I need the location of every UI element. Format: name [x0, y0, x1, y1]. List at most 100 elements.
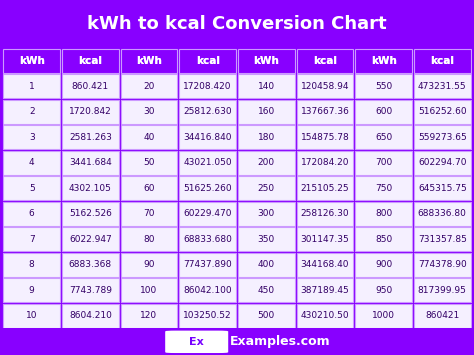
Bar: [238, 202, 295, 225]
Text: 850: 850: [375, 235, 392, 244]
Bar: [3, 151, 60, 175]
Bar: [62, 253, 119, 277]
Bar: [179, 74, 236, 98]
Bar: [355, 49, 412, 72]
Text: 60229.470: 60229.470: [183, 209, 232, 218]
Text: 500: 500: [258, 311, 275, 320]
Text: kcal: kcal: [196, 56, 219, 66]
Text: 25812.630: 25812.630: [183, 107, 232, 116]
Text: 1: 1: [29, 82, 35, 91]
Text: kcal: kcal: [78, 56, 102, 66]
Text: 51625.260: 51625.260: [183, 184, 232, 193]
Bar: [179, 202, 236, 225]
Bar: [414, 278, 471, 302]
Bar: [238, 125, 295, 149]
Bar: [120, 125, 177, 149]
Text: 900: 900: [375, 260, 392, 269]
Text: 80: 80: [143, 235, 155, 244]
Bar: [179, 151, 236, 175]
Bar: [62, 278, 119, 302]
Bar: [120, 304, 177, 328]
Bar: [238, 151, 295, 175]
Bar: [62, 151, 119, 175]
Text: 10: 10: [26, 311, 37, 320]
Text: Ex: Ex: [189, 337, 204, 347]
Text: 550: 550: [375, 82, 392, 91]
Bar: [3, 278, 60, 302]
Text: 3: 3: [29, 133, 35, 142]
Text: 750: 750: [375, 184, 392, 193]
Bar: [179, 176, 236, 200]
Bar: [179, 125, 236, 149]
Text: 688336.80: 688336.80: [418, 209, 467, 218]
Text: 154875.78: 154875.78: [301, 133, 349, 142]
Bar: [297, 227, 354, 251]
Bar: [62, 49, 119, 72]
Text: 68833.680: 68833.680: [183, 235, 232, 244]
Text: 300: 300: [258, 209, 275, 218]
Text: kcal: kcal: [78, 56, 102, 66]
Bar: [355, 125, 412, 149]
Text: 860421: 860421: [425, 311, 459, 320]
Text: 645315.75: 645315.75: [418, 184, 467, 193]
Text: kWh: kWh: [19, 56, 45, 66]
Bar: [3, 176, 60, 200]
Text: 600: 600: [375, 107, 392, 116]
Text: 200: 200: [258, 158, 275, 167]
Text: 258126.30: 258126.30: [301, 209, 349, 218]
Bar: [3, 74, 60, 98]
Text: 344168.40: 344168.40: [301, 260, 349, 269]
Text: 2: 2: [29, 107, 35, 116]
Text: kcal: kcal: [196, 56, 219, 66]
Text: 90: 90: [143, 260, 155, 269]
Bar: [297, 100, 354, 124]
Text: 350: 350: [258, 235, 275, 244]
Bar: [355, 202, 412, 225]
Text: 731357.85: 731357.85: [418, 235, 467, 244]
Bar: [355, 227, 412, 251]
Text: 8: 8: [29, 260, 35, 269]
Bar: [238, 176, 295, 200]
Text: 250: 250: [258, 184, 275, 193]
Bar: [62, 74, 119, 98]
Bar: [3, 202, 60, 225]
Bar: [297, 125, 354, 149]
Text: kWh: kWh: [254, 56, 279, 66]
Bar: [120, 253, 177, 277]
Bar: [179, 100, 236, 124]
Text: 60: 60: [143, 184, 155, 193]
Bar: [297, 253, 354, 277]
Bar: [414, 304, 471, 328]
Bar: [62, 100, 119, 124]
Bar: [179, 49, 236, 72]
Text: Examples.com: Examples.com: [230, 335, 330, 348]
Text: 450: 450: [258, 286, 275, 295]
Text: kcal: kcal: [313, 56, 337, 66]
Text: 6022.947: 6022.947: [69, 235, 112, 244]
Text: 516252.60: 516252.60: [418, 107, 466, 116]
Text: 215105.25: 215105.25: [301, 184, 349, 193]
Bar: [179, 227, 236, 251]
Bar: [120, 151, 177, 175]
Bar: [297, 74, 354, 98]
Text: 100: 100: [140, 286, 158, 295]
Text: 1720.842: 1720.842: [69, 107, 112, 116]
Bar: [414, 176, 471, 200]
Bar: [414, 100, 471, 124]
Bar: [62, 227, 119, 251]
Text: 430210.50: 430210.50: [301, 311, 349, 320]
Bar: [3, 304, 60, 328]
Bar: [120, 278, 177, 302]
Bar: [355, 253, 412, 277]
Text: kcal: kcal: [430, 56, 454, 66]
Bar: [62, 125, 119, 149]
Text: 800: 800: [375, 209, 392, 218]
Bar: [355, 176, 412, 200]
Bar: [238, 49, 295, 72]
Text: 180: 180: [258, 133, 275, 142]
Text: 6: 6: [29, 209, 35, 218]
Bar: [62, 304, 119, 328]
Text: 860.421: 860.421: [72, 82, 109, 91]
Text: 4302.105: 4302.105: [69, 184, 112, 193]
Text: 8604.210: 8604.210: [69, 311, 112, 320]
